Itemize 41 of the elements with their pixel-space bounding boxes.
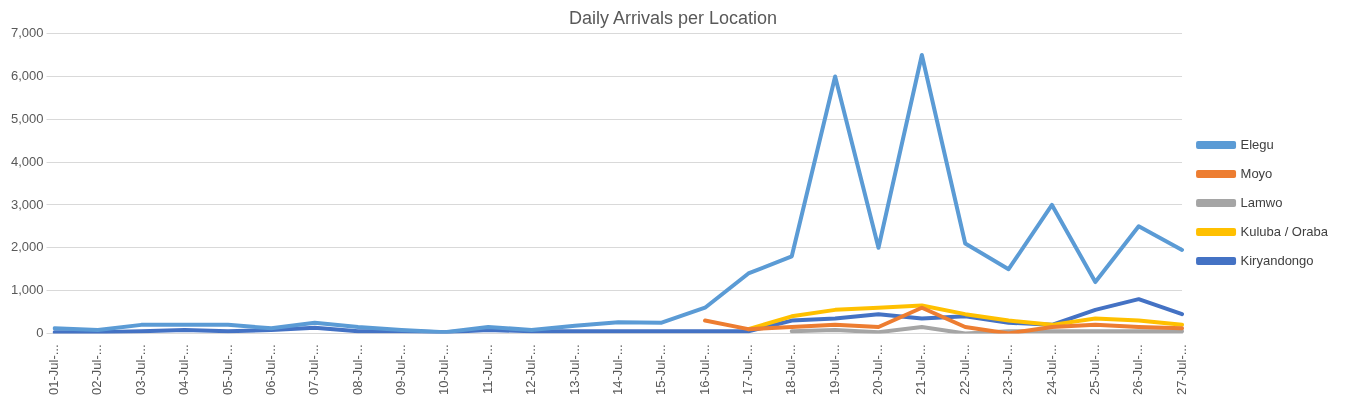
x-tick-label: 26-Jul-...: [1130, 344, 1146, 396]
x-tick-label: 01-Jul-...: [46, 344, 62, 396]
legend-label: Lamwo: [1240, 194, 1283, 210]
x-tick-label: 17-Jul-...: [739, 344, 755, 396]
y-tick-label: 5,000: [10, 110, 44, 126]
x-tick-label: 15-Jul-...: [653, 344, 669, 396]
x-tick-label: 22-Jul-...: [956, 344, 972, 396]
x-tick-label: 25-Jul-...: [1086, 344, 1102, 396]
x-tick-label: 06-Jul-...: [262, 344, 278, 396]
x-tick-label: 02-Jul-...: [89, 344, 105, 396]
legend-label: Elegu: [1240, 136, 1274, 152]
y-tick-label: 3,000: [10, 196, 44, 212]
y-tick-label: 7,000: [10, 25, 44, 41]
x-tick-label: 18-Jul-...: [783, 344, 799, 396]
legend-label: Kuluba / Oraba: [1240, 223, 1329, 239]
x-tick-label: 16-Jul-...: [696, 344, 712, 396]
x-tick-label: 24-Jul-...: [1043, 344, 1059, 396]
y-tick-label: 2,000: [10, 239, 44, 255]
x-tick-label: 08-Jul-...: [349, 344, 365, 396]
x-tick-label: 13-Jul-...: [566, 344, 582, 396]
x-tick-label: 23-Jul-...: [1000, 344, 1016, 396]
y-tick-label: 4,000: [10, 153, 44, 169]
x-tick-label: 27-Jul-...: [1173, 344, 1189, 396]
y-tick-label: 0: [36, 325, 44, 341]
x-tick-label: 03-Jul-...: [132, 344, 148, 396]
x-tick-label: 09-Jul-...: [393, 344, 409, 396]
x-tick-label: 19-Jul-...: [826, 344, 842, 396]
x-tick-label: 10-Jul-...: [436, 344, 452, 396]
x-tick-label: 07-Jul-...: [306, 344, 322, 396]
x-tick-label: 05-Jul-...: [219, 344, 235, 396]
chart-title: Daily Arrivals per Location: [568, 7, 778, 28]
y-tick-label: 1,000: [10, 282, 44, 298]
x-tick-label: 20-Jul-...: [870, 344, 886, 396]
legend-label: Kiryandongo: [1240, 252, 1314, 268]
x-tick-label: 14-Jul-...: [609, 344, 625, 396]
x-tick-label: 21-Jul-...: [913, 344, 929, 396]
x-tick-label: 04-Jul-...: [176, 344, 192, 396]
x-tick-label: 11-Jul-...: [479, 344, 495, 395]
legend-label: Moyo: [1240, 165, 1273, 181]
y-tick-label: 6,000: [10, 68, 44, 84]
x-tick-label: 12-Jul-...: [523, 344, 539, 396]
